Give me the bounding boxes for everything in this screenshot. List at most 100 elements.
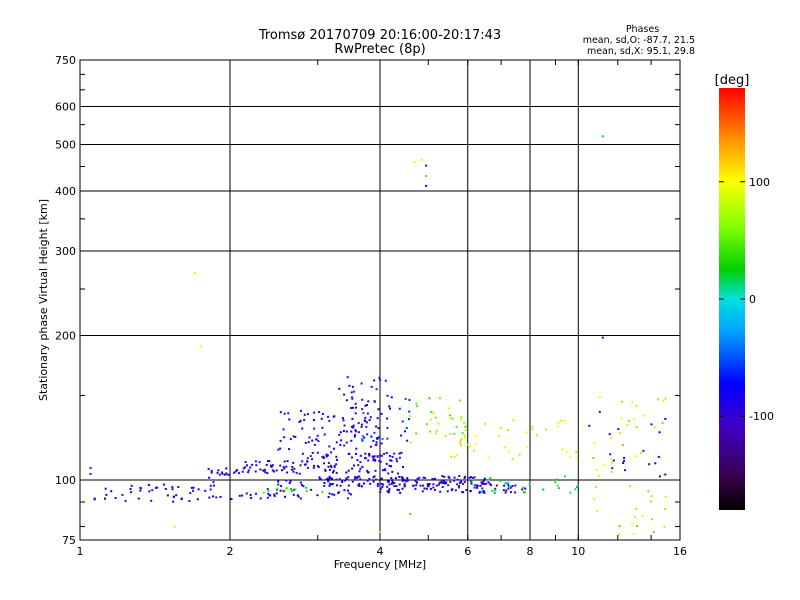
data-point [219, 496, 222, 498]
data-point [598, 396, 601, 399]
data-point [453, 432, 456, 435]
data-point [375, 443, 378, 446]
y-tick-label: 100 [55, 474, 76, 487]
data-point [316, 494, 319, 497]
data-point [156, 486, 159, 489]
x-tick-label: 2 [227, 545, 234, 558]
data-point [408, 399, 411, 401]
data-point [473, 483, 476, 486]
data-point [460, 418, 463, 421]
data-point [218, 473, 221, 476]
data-point [321, 456, 324, 459]
data-point [479, 484, 482, 487]
data-point [357, 422, 360, 425]
data-point [359, 461, 362, 464]
data-point [276, 487, 279, 490]
data-point [422, 476, 425, 479]
data-point [528, 483, 531, 486]
data-point [171, 488, 174, 491]
data-point [173, 525, 176, 528]
data-point [618, 525, 621, 528]
data-point [355, 447, 358, 450]
data-point [418, 476, 421, 479]
data-point [302, 485, 305, 488]
data-point [481, 491, 484, 494]
data-point [354, 429, 357, 432]
data-point [505, 482, 508, 485]
data-point [502, 489, 505, 492]
data-point [377, 436, 380, 439]
data-point [564, 475, 566, 478]
data-point [385, 462, 388, 465]
data-point [369, 445, 372, 448]
data-point [448, 477, 451, 479]
data-point [289, 438, 292, 441]
data-point [464, 475, 467, 478]
data-point [325, 453, 328, 456]
data-point [455, 425, 458, 428]
data-point [308, 436, 311, 439]
data-point [369, 416, 372, 419]
data-point [265, 464, 268, 466]
data-point [358, 485, 361, 487]
data-point [456, 453, 459, 456]
data-point [413, 160, 416, 163]
data-point [312, 466, 315, 469]
data-point [473, 486, 476, 489]
data-point [388, 405, 391, 408]
data-point [326, 454, 329, 457]
data-point [473, 476, 476, 479]
data-point [554, 481, 557, 484]
data-point [266, 472, 269, 475]
data-point [514, 491, 517, 494]
data-point [456, 478, 459, 481]
data-point [662, 399, 664, 402]
data-point [658, 431, 661, 434]
data-point [328, 492, 331, 495]
data-point [210, 471, 213, 474]
data-point [163, 483, 165, 486]
data-point [505, 489, 508, 492]
data-point [346, 497, 349, 500]
data-point [221, 472, 224, 475]
data-point [301, 452, 304, 455]
data-point [327, 415, 329, 418]
data-point [474, 434, 477, 437]
data-point [598, 410, 601, 413]
data-point [212, 481, 215, 484]
data-point [561, 448, 564, 451]
data-point [610, 458, 613, 461]
data-point [414, 479, 417, 482]
data-point [335, 441, 338, 444]
data-point [351, 425, 353, 428]
data-point [409, 441, 412, 444]
data-point [321, 426, 324, 429]
data-point [355, 406, 358, 409]
data-point [292, 461, 295, 464]
data-point [336, 458, 338, 461]
data-point [351, 397, 354, 400]
data-point [306, 457, 309, 460]
data-point [280, 485, 283, 487]
data-point [390, 465, 392, 468]
data-point [481, 482, 484, 485]
data-point [358, 483, 361, 485]
x-tick-label: 10 [571, 545, 585, 558]
data-point [385, 452, 388, 454]
data-point [347, 489, 349, 492]
data-point [341, 481, 344, 483]
data-point [456, 483, 459, 486]
y-tick-label: 500 [55, 139, 76, 152]
data-point [463, 481, 466, 484]
data-point [320, 417, 323, 420]
data-point [387, 472, 390, 475]
data-point [556, 484, 559, 487]
data-point [386, 426, 389, 429]
data-point [433, 478, 436, 481]
data-point [254, 460, 257, 463]
data-point [443, 482, 446, 485]
data-point [498, 435, 501, 438]
data-point [208, 476, 211, 479]
data-point [310, 488, 313, 491]
data-point [375, 441, 378, 444]
